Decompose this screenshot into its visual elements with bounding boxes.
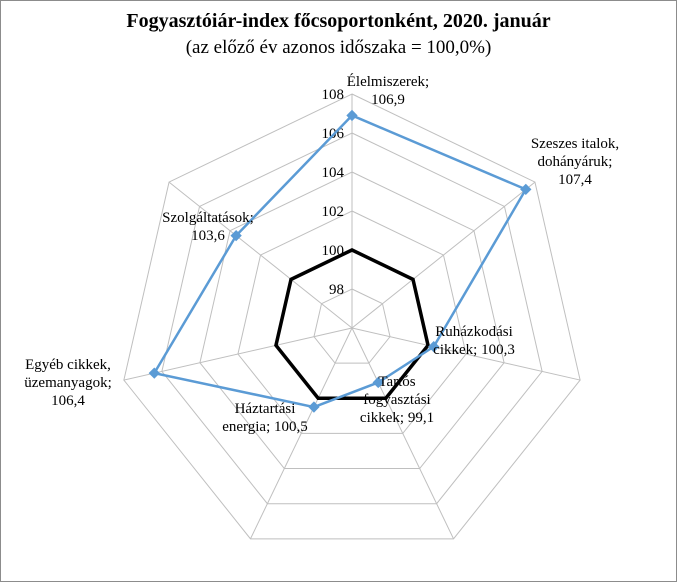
radar-point-labels: Élelmiszerek; 106,9 Szeszes italok, dohányá… [24,73,619,435]
radar-series [148,109,532,413]
tick-label: 102 [322,204,345,220]
point-label: Háztartási energia; 100,5 [222,401,308,435]
grid-spoke [351,181,536,329]
data-point-marker [148,367,160,379]
index-series-line [152,113,528,409]
radar-grid [123,93,581,540]
grid-ring [161,132,543,505]
point-label: Élelmiszerek; 106,9 [347,73,429,108]
point-label: Szolgáltatások; 103,6 [162,210,254,244]
grid-spoke [351,327,581,381]
point-label: Szeszes italok, dohányáruk; 107,4 [531,136,619,188]
grid-ring [237,210,467,434]
data-point-marker [372,376,384,389]
point-label: Ruházkodási cikkek; 100,3 [433,324,515,358]
data-point-marker [308,401,320,413]
point-label: Egyéb cikkek, üzemanyagok; 106,4 [24,357,111,409]
grid-spoke [351,327,454,540]
tick-label: 104 [322,165,345,181]
grid-ring [313,288,391,364]
grid-ring [123,93,581,540]
grid-spoke [123,327,353,381]
tick-label: 98 [329,282,344,298]
baseline-series-line [274,248,430,401]
data-point-marker [520,183,532,196]
grid-spoke [250,327,353,540]
point-label: Tartós fogyasztási cikkek; 99,1 [360,374,434,426]
chart-title: Fogyasztóiár-index főcsoportonként, 2020… [126,10,551,32]
tick-label: 108 [322,87,345,103]
chart-subtitle: (az előző év azonos időszaka = 100,0%) [185,37,492,58]
data-point-marker [428,341,440,353]
data-point-marker [230,229,242,242]
grid-spoke [168,181,353,329]
